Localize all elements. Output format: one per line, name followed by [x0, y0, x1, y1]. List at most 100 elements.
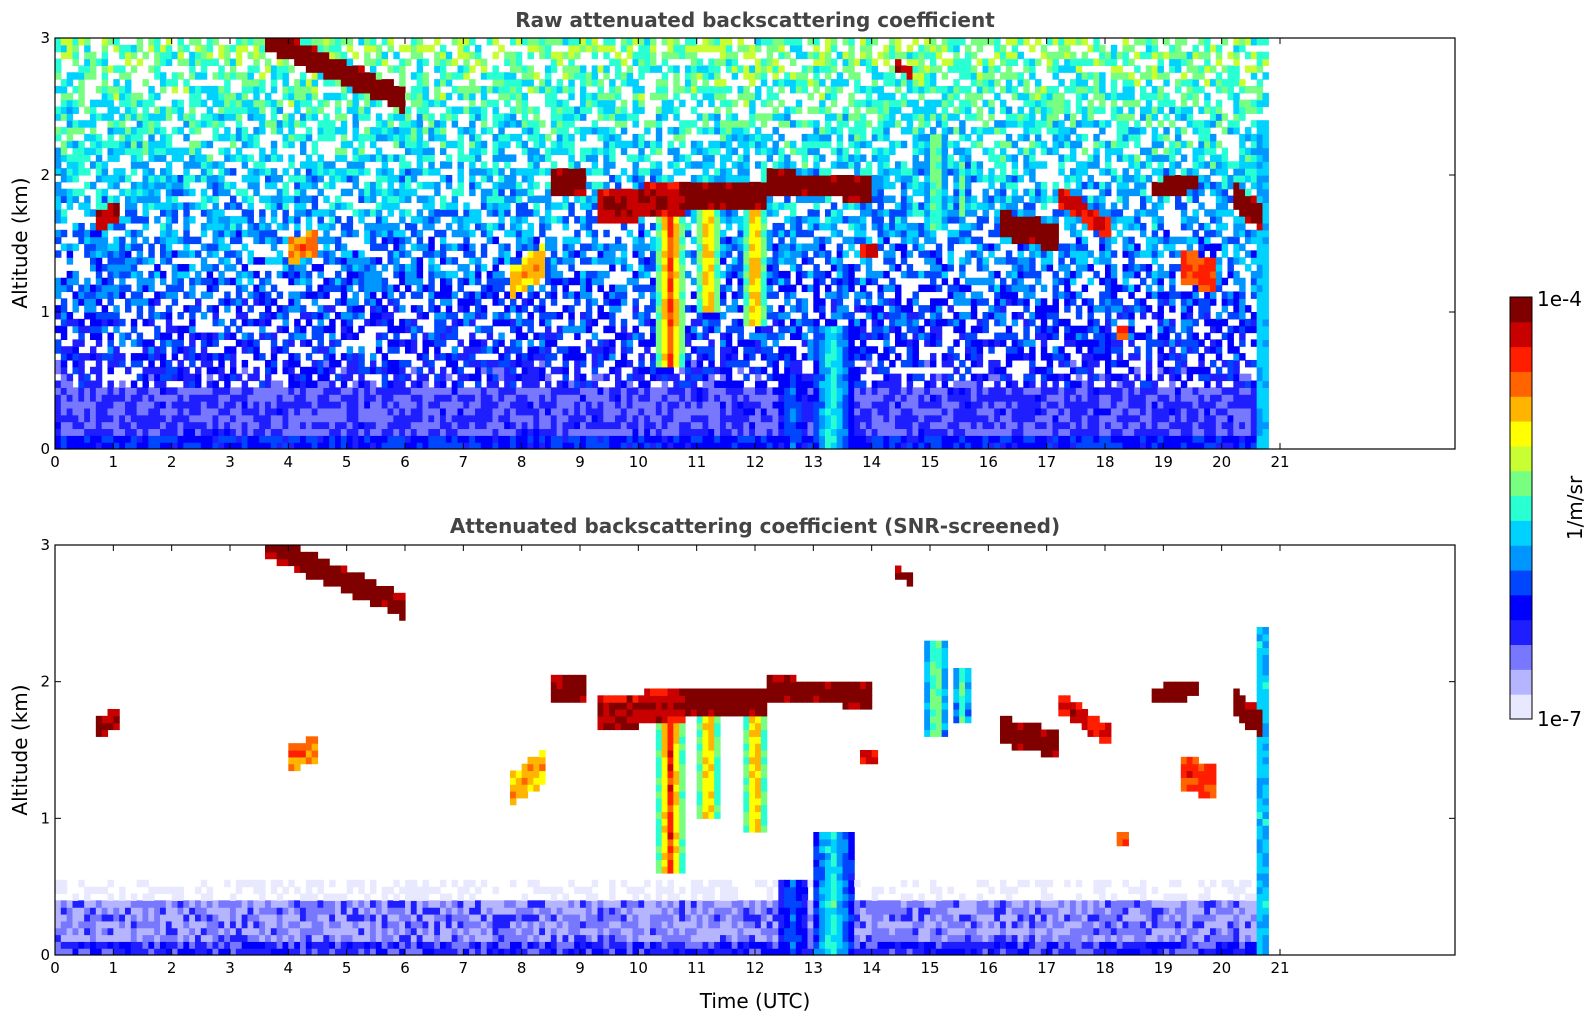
heatmap-cell — [556, 79, 564, 87]
heatmap-cell — [282, 44, 289, 53]
heatmap-cell — [270, 407, 278, 416]
heatmap-cell — [673, 202, 680, 210]
heatmap-cell — [364, 99, 371, 108]
heatmap-cell — [422, 58, 429, 66]
heatmap-cell — [585, 284, 593, 293]
heatmap-cell — [585, 339, 593, 347]
heatmap-cell — [725, 346, 733, 354]
heatmap-cell — [224, 442, 231, 449]
heatmap-cell — [364, 127, 371, 135]
heatmap-cell — [469, 229, 476, 238]
heatmap-cell — [515, 339, 523, 347]
heatmap-cell — [638, 284, 645, 293]
heatmap-cell — [95, 407, 103, 416]
heatmap-cell — [95, 332, 103, 340]
heatmap-cell — [55, 291, 62, 299]
heatmap-cell — [265, 181, 272, 190]
heatmap-cell — [661, 401, 669, 409]
heatmap-cell — [550, 257, 558, 265]
heatmap-cell — [218, 181, 225, 190]
heatmap-cell — [329, 175, 336, 183]
heatmap-cell — [527, 65, 534, 73]
heatmap-cell — [504, 414, 511, 423]
heatmap-cell — [556, 106, 564, 114]
heatmap-cell — [708, 188, 715, 197]
heatmap-cell — [346, 188, 354, 197]
heatmap-cell — [294, 442, 301, 449]
heatmap-cell — [626, 387, 634, 395]
heatmap-cell — [218, 387, 225, 395]
heatmap-cell — [72, 305, 79, 313]
heatmap-cell — [445, 401, 453, 409]
heatmap-cell — [626, 216, 634, 224]
heatmap-cell — [130, 243, 138, 251]
heatmap-cell — [55, 168, 62, 176]
heatmap-cell — [510, 181, 517, 190]
heatmap-cell — [399, 209, 406, 217]
heatmap-cell — [381, 229, 389, 238]
heatmap-cell — [200, 140, 208, 149]
heatmap-cell — [498, 216, 505, 224]
heatmap-cell — [387, 414, 394, 423]
heatmap-cell — [632, 373, 639, 382]
heatmap-cell — [469, 216, 476, 224]
heatmap-cell — [364, 181, 371, 190]
heatmap-cell — [521, 284, 529, 293]
heatmap-cell — [294, 277, 301, 286]
heatmap-cell — [340, 85, 348, 94]
heatmap-cell — [725, 353, 733, 361]
heatmap-cell — [708, 264, 715, 272]
heatmap-cell — [60, 127, 68, 135]
heatmap-cell — [113, 222, 120, 231]
heatmap-cell — [690, 366, 698, 375]
heatmap-cell — [130, 65, 138, 73]
heatmap-cell — [200, 277, 208, 286]
heatmap-cell — [655, 318, 663, 327]
heatmap-cell — [690, 175, 698, 183]
heatmap-cell — [597, 181, 604, 190]
heatmap-cell — [107, 346, 114, 354]
heatmap-cell — [107, 414, 114, 423]
heatmap-cell — [294, 428, 301, 436]
heatmap-cell — [136, 58, 144, 66]
heatmap-cell — [142, 106, 149, 114]
heatmap-cell — [206, 168, 214, 176]
heatmap-cell — [107, 140, 114, 149]
heatmap-cell — [300, 421, 307, 430]
heatmap-cell — [562, 243, 569, 251]
heatmap-cell — [78, 38, 85, 46]
heatmap-cell — [282, 38, 289, 46]
heatmap-cell — [130, 318, 138, 327]
heatmap-cell — [428, 264, 435, 272]
heatmap-cell — [434, 373, 441, 382]
heatmap-cell — [434, 168, 441, 176]
heatmap-cell — [119, 168, 126, 176]
heatmap-cell — [107, 359, 114, 368]
heatmap-cell — [352, 435, 359, 443]
heatmap-cell — [101, 401, 109, 409]
heatmap-cell — [475, 346, 482, 354]
heatmap-cell — [294, 120, 301, 128]
heatmap-cell — [655, 359, 663, 368]
heatmap-cell — [276, 65, 284, 73]
heatmap-cell — [370, 85, 377, 94]
heatmap-cell — [545, 270, 552, 279]
heatmap-cell — [720, 401, 727, 409]
heatmap-cell — [597, 442, 604, 449]
heatmap-cell — [667, 195, 674, 203]
heatmap-cell — [702, 387, 709, 395]
heatmap-cell — [410, 168, 418, 176]
heatmap-cell — [539, 133, 546, 142]
heatmap-cell — [387, 318, 394, 327]
heatmap-cell — [428, 202, 435, 210]
heatmap-cell — [562, 120, 569, 128]
heatmap-cell — [113, 209, 120, 217]
heatmap-cell — [615, 257, 622, 265]
heatmap-cell — [95, 291, 103, 299]
heatmap-cell — [609, 346, 616, 354]
heatmap-cell — [370, 99, 377, 108]
heatmap-cell — [405, 277, 412, 286]
heatmap-cell — [335, 51, 342, 60]
heatmap-cell — [585, 428, 593, 436]
heatmap-cell — [708, 346, 715, 354]
